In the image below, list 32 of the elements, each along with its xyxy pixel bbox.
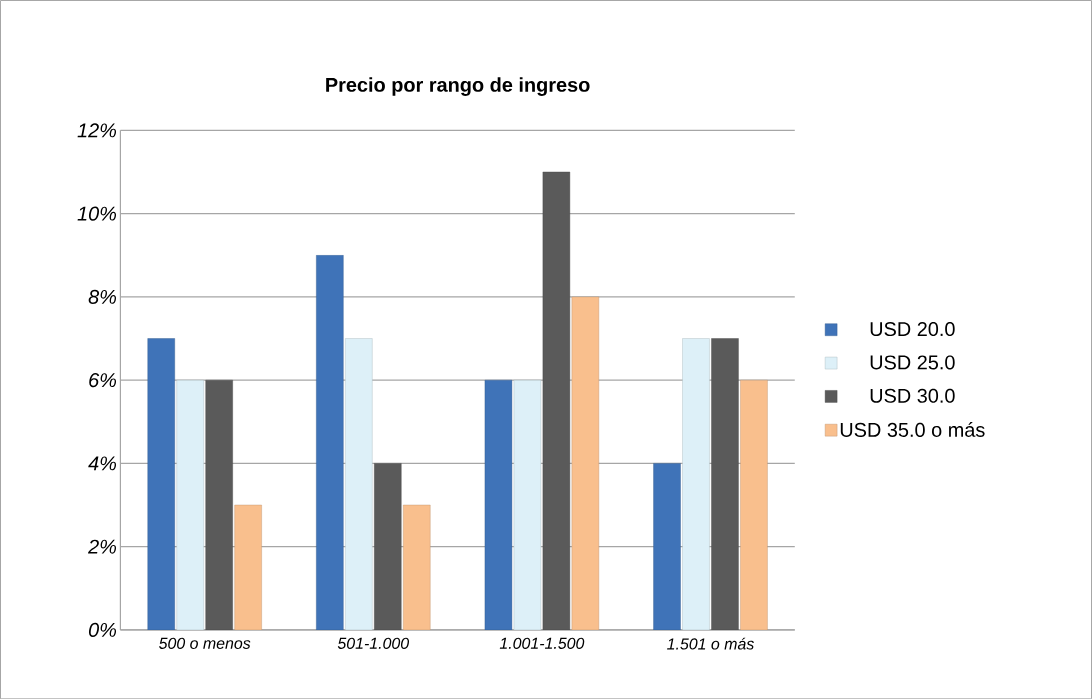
y-tick-label: 12% xyxy=(77,123,117,138)
y-tick-label: 2% xyxy=(88,539,117,554)
y-tick-label: 8% xyxy=(88,289,117,304)
bar xyxy=(176,379,204,630)
chart-title: Precio por rango de ingreso xyxy=(326,77,590,96)
bar xyxy=(653,463,681,630)
bar xyxy=(147,338,175,630)
bar xyxy=(374,463,402,630)
bar xyxy=(205,379,233,630)
bar xyxy=(345,338,373,630)
x-tick-label: 1.501 o más xyxy=(667,637,754,650)
y-tick-label: 0% xyxy=(88,622,117,637)
y-tick-label: 10% xyxy=(77,206,117,221)
bar xyxy=(234,504,262,630)
legend-label: USD 20.0 xyxy=(870,321,955,336)
bar xyxy=(740,379,768,630)
bar xyxy=(711,338,739,630)
bar xyxy=(682,338,710,630)
y-tick-label: 4% xyxy=(88,456,117,471)
x-tick-label: 500 o menos xyxy=(159,637,251,649)
bar xyxy=(484,379,513,630)
legend-label: USD 35.0 o más xyxy=(840,421,985,437)
legend-label: USD 25.0 xyxy=(870,355,955,370)
y-tick-label: 6% xyxy=(89,372,117,387)
bar xyxy=(542,171,571,630)
x-tick-label: 501-1.000 xyxy=(337,637,410,649)
bar xyxy=(403,504,431,630)
bar xyxy=(513,379,542,630)
bar xyxy=(571,296,600,630)
legend-label: USD 30.0 xyxy=(870,388,955,403)
bar xyxy=(316,254,344,630)
x-tick-label: 1.001-1.500 xyxy=(499,637,585,649)
